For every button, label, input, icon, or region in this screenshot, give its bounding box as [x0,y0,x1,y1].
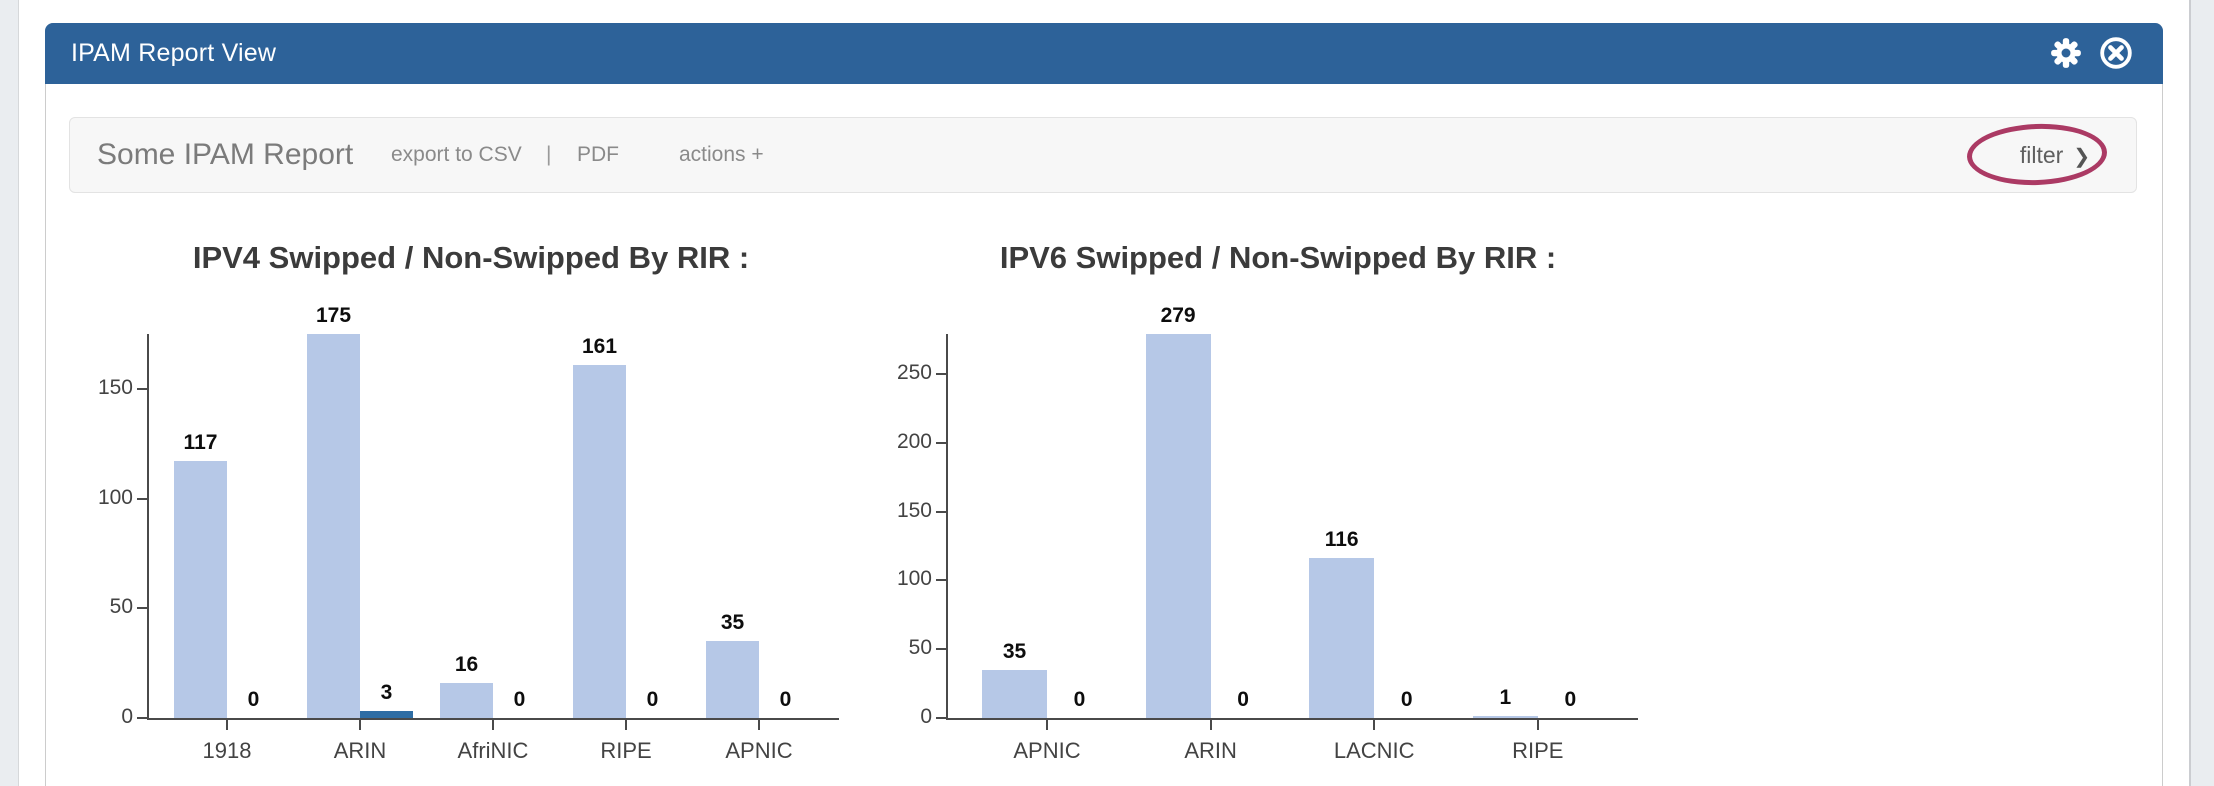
panel-title: IPAM Report View [71,39,277,67]
report-toolbar: Some IPAM Report export to CSV | PDF act… [69,117,2137,193]
export-csv-button[interactable]: export to CSV [391,143,522,166]
filter-label: filter [2019,142,2064,168]
filter-button[interactable]: filter ❯ [2000,118,2110,194]
actions-menu-button[interactable]: actions + [679,143,764,166]
close-icon[interactable] [2099,36,2133,70]
ipam-report-panel: IPAM Report View [45,23,2163,786]
toolbar-separator: | [546,143,552,166]
panel-header: IPAM Report View [45,23,2163,84]
export-pdf-button[interactable]: PDF [577,143,619,166]
page-right-gutter [2189,0,2214,786]
gear-icon[interactable] [2049,36,2083,70]
page-left-gutter [0,0,19,786]
report-title: Some IPAM Report [97,138,354,171]
chevron-right-icon: ❯ [2073,146,2091,168]
